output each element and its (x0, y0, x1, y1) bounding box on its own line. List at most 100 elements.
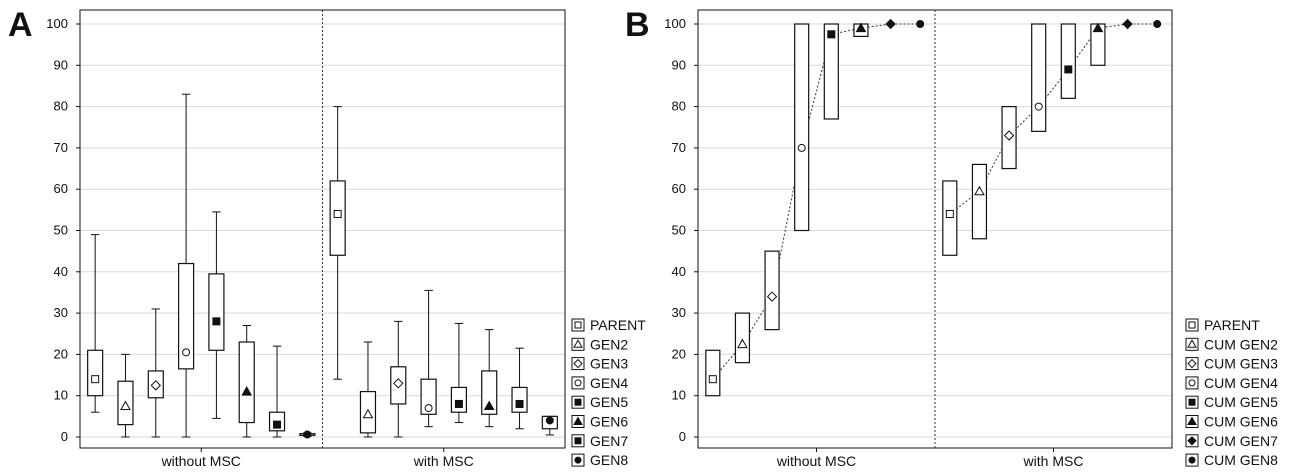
gen7-median-marker (515, 399, 524, 408)
cum-gen3-median-marker (766, 291, 778, 302)
gen5-median-marker (212, 317, 221, 326)
panel-b-chart: 0 10 20 30 40 50 60 70 80 90 100 without MSC with MS… (664, 9, 1278, 469)
y-tick-label: 30 (672, 305, 686, 320)
legend-cum-gen7-label: CUM GEN7 (1204, 433, 1278, 449)
y-tick-label: 0 (61, 429, 68, 444)
legend-cum-gen5-label: CUM GEN5 (1204, 394, 1278, 410)
legend-parent-icon (574, 321, 582, 329)
x-category-label: with MSC (413, 453, 474, 469)
legend-parent-label: PARENT (1204, 317, 1260, 333)
legend-gen6-label: GEN6 (590, 414, 628, 430)
cum-gen5-range-box (1060, 23, 1076, 99)
gen2-median-marker (362, 408, 374, 419)
legend-cum-gen8-icon (1188, 456, 1196, 464)
legend-cum-gen4-label: CUM GEN4 (1204, 375, 1278, 391)
y-tick-label: 90 (672, 57, 686, 72)
legend-gen5-label: GEN5 (590, 394, 628, 410)
parent-median-marker (945, 209, 954, 218)
legend-cum-gen3-icon (1187, 358, 1197, 369)
gen2-median-marker (120, 400, 131, 411)
y-tick-label: 100 (664, 16, 686, 31)
legend-parent-label: PARENT (590, 317, 646, 333)
y-tick-label: 70 (54, 140, 68, 155)
panel-a-letter: A (8, 6, 33, 44)
legend-gen7-icon (574, 437, 582, 445)
cum-gen7-median-marker (1122, 18, 1133, 30)
y-tick-label: 10 (672, 388, 686, 403)
legend-cum-gen6-icon (1187, 416, 1197, 425)
gen6-box (238, 341, 255, 424)
legend-gen4-label: GEN4 (590, 375, 628, 391)
median-connecting-line (949, 23, 1158, 215)
y-tick-label: 10 (54, 388, 68, 403)
legend-cum-gen8-label: CUM GEN8 (1204, 452, 1278, 468)
legend-cum-gen7-icon (1187, 436, 1197, 446)
legend-cum-gen6-label: CUM GEN6 (1204, 414, 1278, 430)
cum-gen5-range-box (823, 23, 839, 120)
legend-cum-gen3-label: CUM GEN3 (1204, 356, 1278, 372)
gen5-box (208, 273, 225, 351)
y-tick-label: 80 (672, 99, 686, 114)
y-tick-label: 20 (54, 346, 68, 361)
y-tick-label: 50 (672, 223, 686, 238)
cum-gen4-median-marker (1034, 102, 1043, 111)
legend-gen6-icon (573, 416, 583, 425)
parent-median-marker (708, 375, 717, 384)
panel-b-letter: B (625, 6, 650, 44)
cum-gen4-median-marker (797, 143, 806, 152)
x-category-label: with MSC (1023, 453, 1084, 469)
cum-gen5-median-marker (1064, 65, 1073, 74)
panel-a-chart: 0 10 20 30 40 50 60 70 80 90 100 without MSC with MS… (46, 9, 646, 469)
legend-gen2-icon (573, 339, 583, 348)
parent-box (87, 349, 104, 397)
legend-gen8-label: GEN8 (590, 452, 628, 468)
parent-median-marker (333, 209, 342, 218)
cum-gen6-median-marker (855, 22, 867, 33)
cum-gen2-median-marker (974, 185, 985, 196)
cum-gen2-median-marker (737, 338, 748, 349)
gen6-median-marker (483, 400, 495, 411)
legend-gen5-icon (574, 398, 582, 406)
y-tick-label: 60 (54, 181, 68, 196)
y-tick-label: 80 (54, 99, 68, 114)
y-tick-label: 30 (54, 305, 68, 320)
y-tick-label: 40 (54, 264, 68, 279)
x-category-label: without MSC (776, 453, 856, 469)
legend-cum-gen2-icon (1187, 339, 1197, 348)
gen4-median-marker (182, 348, 191, 357)
legend-cum-gen2-label: CUM GEN2 (1204, 336, 1278, 352)
gen7-box (511, 386, 528, 413)
y-tick-label: 0 (679, 429, 686, 444)
parent-box (329, 180, 346, 256)
y-tick-label: 90 (54, 57, 68, 72)
legend-cum-gen5-icon (1188, 398, 1196, 406)
gen8-median-marker (545, 416, 554, 425)
cum-gen3-range-box (764, 250, 780, 331)
legend-gen8-icon (574, 456, 582, 464)
parent-range-box (705, 349, 721, 397)
legend-gen3-label: GEN3 (590, 356, 628, 372)
cum-gen2-range-box (734, 312, 751, 364)
cum-gen3-median-marker (1003, 130, 1015, 141)
y-tick-label: 20 (672, 346, 686, 361)
y-tick-label: 50 (54, 223, 68, 238)
y-tick-label: 40 (672, 264, 686, 279)
legend-cum-gen4-icon (1188, 379, 1196, 387)
cum-gen5-median-marker (827, 30, 836, 39)
cum-gen7-median-marker (885, 18, 896, 30)
gen4-median-marker (424, 404, 433, 413)
cum-gen4-range-box (794, 23, 810, 232)
legend-parent-icon (1188, 321, 1196, 329)
legend-gen2-label: GEN2 (590, 336, 628, 352)
y-tick-label: 70 (672, 140, 686, 155)
gen5-median-marker (454, 399, 463, 408)
median-connecting-line (712, 23, 921, 380)
parent-range-box (942, 180, 958, 256)
gen8-median-marker (303, 430, 312, 439)
cum-gen6-median-marker (1092, 22, 1104, 33)
gen6-median-marker (241, 386, 253, 396)
cum-gen2-range-box (971, 163, 988, 240)
gen6-box (481, 370, 498, 415)
y-tick-label: 60 (672, 181, 686, 196)
